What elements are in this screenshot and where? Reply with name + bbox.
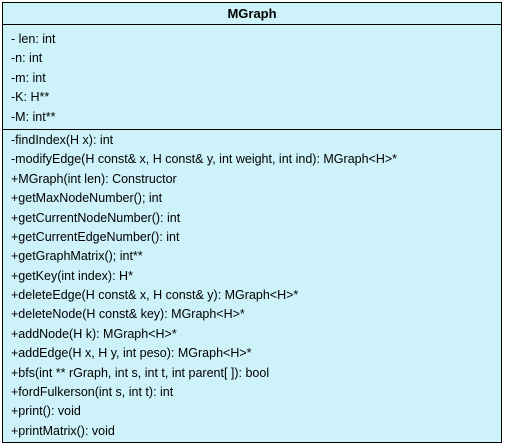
method-get-current-node-number: +getCurrentNodeNumber(): int xyxy=(11,210,181,225)
class-name: MGraph xyxy=(3,3,501,25)
attribute-k: -K: H** xyxy=(11,90,50,105)
attributes-compartment: - len: int -n: int -m: int -K: H** -M: i… xyxy=(3,25,501,130)
attribute-len: - len: int xyxy=(11,32,56,46)
methods-compartment: -findIndex(H x): int -modifyEdge(H const… xyxy=(3,130,501,441)
method-delete-node: +deleteNode(H const& key): MGraph<H>* xyxy=(11,307,245,322)
attribute-n: -n: int xyxy=(11,51,43,66)
method-get-graph-matrix: +getGraphMatrix(); int** xyxy=(11,249,143,264)
method-ford-fulkerson: +fordFulkerson(int s, int t): int xyxy=(11,385,174,400)
method-print-matrix: +printMatrix(): void xyxy=(11,423,115,438)
method-constructor: +MGraph(int len): Constructor xyxy=(11,171,177,186)
method-bfs: +bfs(int ** rGraph, int s, int t, int pa… xyxy=(11,365,270,380)
attribute-matrix: -M: int** xyxy=(11,109,56,124)
method-get-current-edge-number: +getCurrentEdgeNumber(): int xyxy=(11,229,180,244)
method-add-edge: +addEdge(H x, H y, int peso): MGraph<H>* xyxy=(11,346,252,361)
method-modify-edge: -modifyEdge(H const& x, H const& y, int … xyxy=(11,152,398,167)
method-find-index: -findIndex(H x): int xyxy=(11,132,114,147)
uml-class-box[interactable]: MGraph - len: int -n: int -m: int -K: H*… xyxy=(2,2,502,443)
attribute-m: -m: int xyxy=(11,70,46,85)
method-get-key: +getKey(int index): H* xyxy=(11,268,133,283)
method-get-max-node-number: +getMaxNodeNumber(); int xyxy=(11,191,163,206)
method-delete-edge: +deleteEdge(H const& x, H const& y): MGr… xyxy=(11,288,299,303)
method-add-node: +addNode(H k): MGraph<H>* xyxy=(11,326,177,341)
method-print: +print(): void xyxy=(11,404,81,419)
